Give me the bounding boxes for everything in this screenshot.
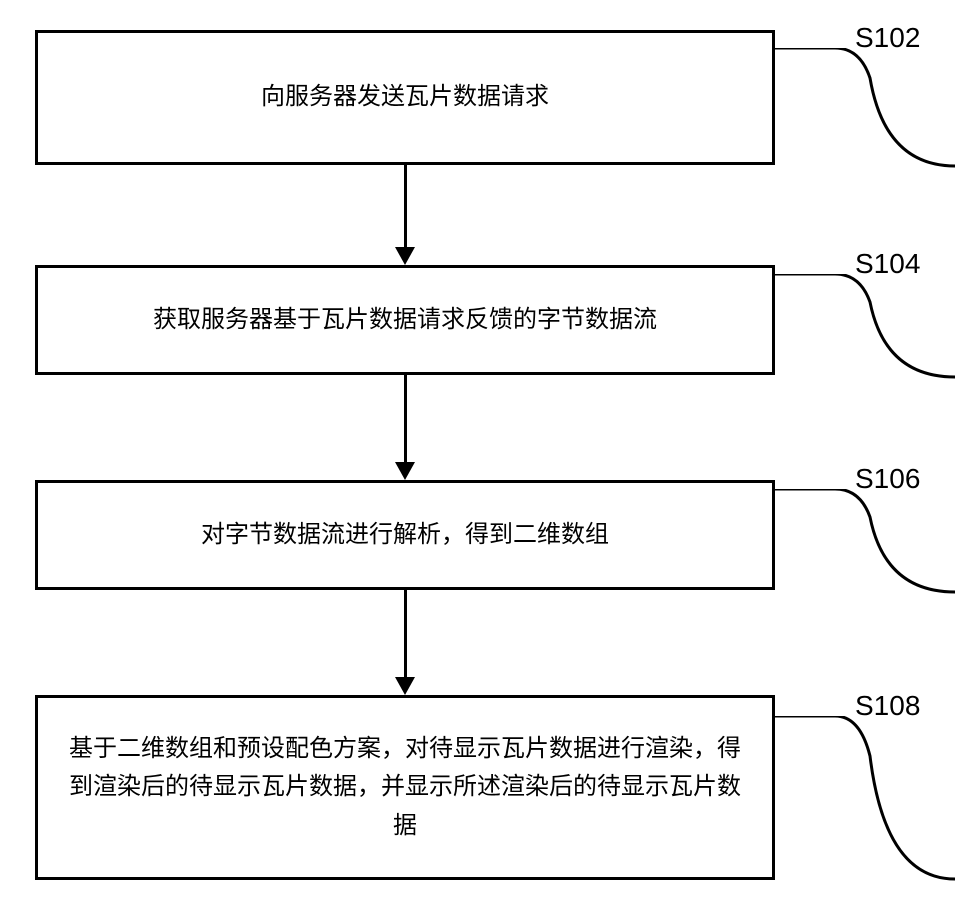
step-label-s104: S104 [855,248,920,280]
arrow-head-1 [395,247,415,265]
step-label-s102: S102 [855,22,920,54]
arrow-shaft-1 [404,165,407,247]
step-text: 对字节数据流进行解析，得到二维数组 [201,516,609,554]
step-box-s104: 获取服务器基于瓦片数据请求反馈的字节数据流 [35,265,775,375]
arrow-shaft-2 [404,375,407,462]
arrow-shaft-3 [404,590,407,677]
flowchart-canvas: 向服务器发送瓦片数据请求 S102 获取服务器基于瓦片数据请求反馈的字节数据流 … [0,0,957,920]
leader-curve-s106 [775,489,955,594]
arrow-head-3 [395,677,415,695]
leader-curve-s102 [775,48,955,168]
leader-curve-s104 [775,274,955,379]
arrow-head-2 [395,462,415,480]
step-text: 获取服务器基于瓦片数据请求反馈的字节数据流 [153,301,657,339]
step-label-s108: S108 [855,690,920,722]
step-text: 向服务器发送瓦片数据请求 [261,78,549,116]
step-box-s102: 向服务器发送瓦片数据请求 [35,30,775,165]
step-box-s106: 对字节数据流进行解析，得到二维数组 [35,480,775,590]
leader-curve-s108 [775,716,955,881]
step-box-s108: 基于二维数组和预设配色方案，对待显示瓦片数据进行渲染，得到渲染后的待显示瓦片数据… [35,695,775,880]
step-text: 基于二维数组和预设配色方案，对待显示瓦片数据进行渲染，得到渲染后的待显示瓦片数据… [58,730,752,845]
step-label-s106: S106 [855,463,920,495]
